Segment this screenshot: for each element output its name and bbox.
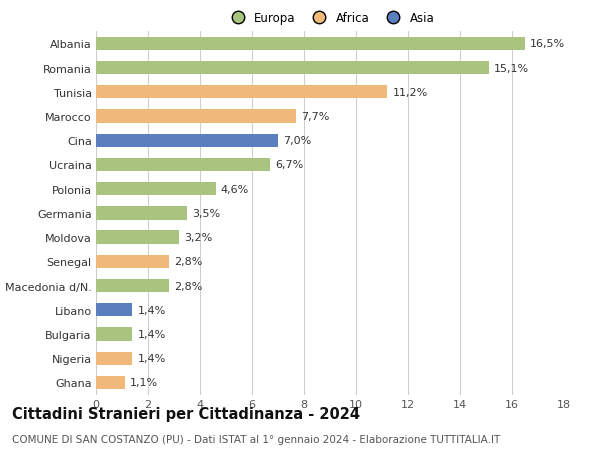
Text: 6,7%: 6,7% xyxy=(275,160,304,170)
Text: 3,2%: 3,2% xyxy=(184,233,212,243)
Bar xyxy=(96,183,215,196)
Bar xyxy=(96,303,133,317)
Bar xyxy=(96,38,525,51)
Bar xyxy=(96,158,270,172)
Text: 11,2%: 11,2% xyxy=(392,88,428,98)
Text: 1,1%: 1,1% xyxy=(130,378,158,388)
Text: 3,5%: 3,5% xyxy=(192,208,220,218)
Bar xyxy=(96,134,278,147)
Text: 1,4%: 1,4% xyxy=(137,329,166,339)
Text: 2,8%: 2,8% xyxy=(174,257,202,267)
Text: 4,6%: 4,6% xyxy=(221,184,249,194)
Text: 15,1%: 15,1% xyxy=(494,63,529,73)
Text: 7,0%: 7,0% xyxy=(283,136,311,146)
Bar xyxy=(96,86,387,99)
Text: 1,4%: 1,4% xyxy=(137,305,166,315)
Bar xyxy=(96,328,133,341)
Bar xyxy=(96,255,169,269)
Text: 1,4%: 1,4% xyxy=(137,353,166,364)
Bar xyxy=(96,280,169,292)
Bar xyxy=(96,110,296,123)
Bar xyxy=(96,352,133,365)
Text: Cittadini Stranieri per Cittadinanza - 2024: Cittadini Stranieri per Cittadinanza - 2… xyxy=(12,406,360,421)
Bar xyxy=(96,376,125,389)
Bar xyxy=(96,231,179,244)
Legend: Europa, Africa, Asia: Europa, Africa, Asia xyxy=(221,7,439,29)
Text: COMUNE DI SAN COSTANZO (PU) - Dati ISTAT al 1° gennaio 2024 - Elaborazione TUTTI: COMUNE DI SAN COSTANZO (PU) - Dati ISTAT… xyxy=(12,434,500,444)
Text: 7,7%: 7,7% xyxy=(301,112,330,122)
Bar xyxy=(96,207,187,220)
Text: 2,8%: 2,8% xyxy=(174,281,202,291)
Text: 16,5%: 16,5% xyxy=(530,39,565,49)
Bar xyxy=(96,62,488,75)
